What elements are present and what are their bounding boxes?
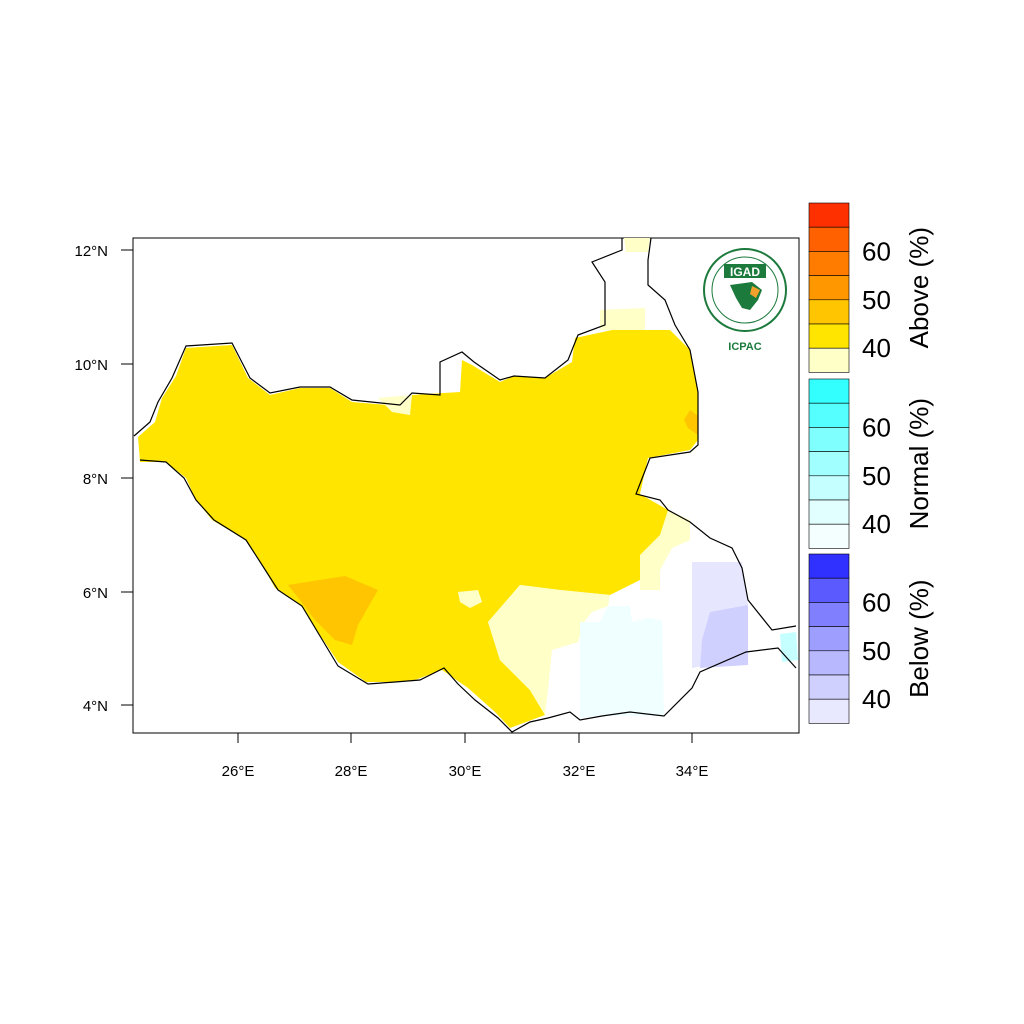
colorbar-group: 60 50 40 Above (%) 60 50 40 Normal (%) 60 50 40 Bel… bbox=[808, 202, 934, 724]
colorbar-normal-label: 50 bbox=[862, 461, 891, 491]
igad-icpac-logo: IGAD ICPAC bbox=[703, 248, 787, 353]
colorbar-normal-box bbox=[808, 402, 850, 428]
colorbar-above-box bbox=[808, 226, 850, 252]
colorbar-normal-box bbox=[808, 451, 850, 477]
colorbar-below-box bbox=[808, 698, 850, 724]
below-40-region bbox=[700, 605, 748, 668]
colorbar-below-label: 60 bbox=[862, 587, 891, 617]
colorbar-below-box bbox=[808, 602, 850, 627]
colorbar-above-box bbox=[808, 299, 850, 325]
colorbar-above-label: 40 bbox=[862, 333, 891, 363]
above-35-region-east bbox=[640, 510, 690, 590]
above-45-patch-east bbox=[684, 410, 698, 435]
colorbar-above-box bbox=[808, 347, 850, 373]
normal-east-spot bbox=[780, 632, 798, 662]
colorbar-below-box bbox=[808, 674, 850, 700]
lon-tick-34: 34°E bbox=[676, 763, 709, 780]
igad-region-highlight bbox=[750, 286, 760, 298]
colorbar-normal-box bbox=[808, 427, 850, 452]
logo-org-name: IGAD bbox=[730, 265, 760, 279]
above-35-region-south bbox=[488, 585, 610, 715]
lon-tick-30: 30°E bbox=[449, 763, 482, 780]
above-35-region-north bbox=[378, 238, 650, 415]
colorbar-normal-title: Normal (%) bbox=[904, 398, 934, 529]
colorbar-below-box bbox=[808, 553, 850, 579]
colorbar-above-box bbox=[808, 251, 850, 276]
colorbar-below-title: Below (%) bbox=[904, 579, 934, 697]
lon-tick-26: 26°E bbox=[222, 763, 255, 780]
logo-center-name: ICPAC bbox=[728, 341, 761, 353]
colorbar-below-box bbox=[808, 577, 850, 603]
colorbar-above-box bbox=[808, 275, 850, 301]
above-40-region bbox=[138, 330, 698, 728]
lon-tick-28: 28°E bbox=[335, 763, 368, 780]
colorbar-below-label: 40 bbox=[862, 684, 891, 714]
colorbar-below-label: 50 bbox=[862, 636, 891, 666]
colorbar-above-box bbox=[808, 202, 850, 228]
colorbar-below-box bbox=[808, 650, 850, 676]
normal-35-region bbox=[580, 606, 664, 718]
lat-tick-4: 4°N bbox=[83, 698, 108, 715]
colorbar-normal-box bbox=[808, 475, 850, 501]
colorbar-normal-label: 60 bbox=[862, 412, 891, 442]
lat-tick-8: 8°N bbox=[83, 471, 108, 488]
colorbar-normal-label: 40 bbox=[862, 509, 891, 539]
colorbar-normal-box bbox=[808, 378, 850, 404]
logo-banner bbox=[724, 264, 766, 278]
lat-axis bbox=[121, 249, 133, 706]
colorbar-above-label: 60 bbox=[862, 236, 891, 266]
lon-axis bbox=[237, 733, 693, 743]
lon-tick-32: 32°E bbox=[563, 763, 596, 780]
lat-tick-12: 12°N bbox=[74, 243, 108, 260]
lat-tick-10: 10°N bbox=[74, 357, 108, 374]
lat-tick-6: 6°N bbox=[83, 585, 108, 602]
country-border bbox=[133, 237, 797, 733]
colorbar-above-label: 50 bbox=[862, 285, 891, 315]
colorbar-above-box bbox=[808, 323, 850, 349]
above-35-spot bbox=[458, 590, 482, 608]
colorbar-normal-box bbox=[808, 523, 850, 549]
colorbar-above-title: Above (%) bbox=[904, 227, 934, 348]
above-45-patch-west bbox=[288, 576, 378, 645]
colorbar-below-box bbox=[808, 626, 850, 652]
colorbar-normal-box bbox=[808, 499, 850, 525]
